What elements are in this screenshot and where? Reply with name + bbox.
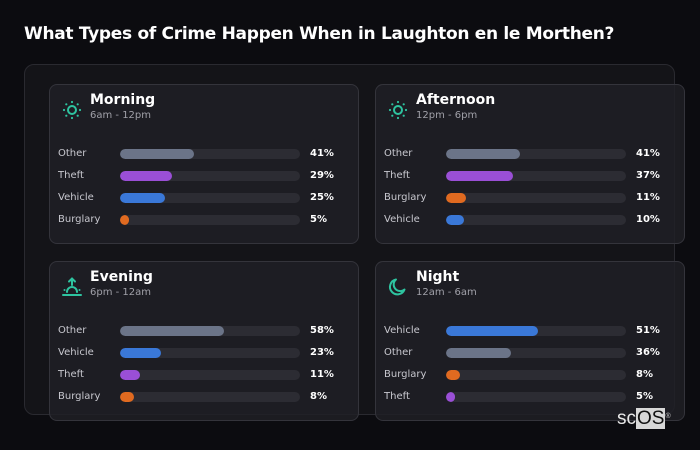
category-label: Theft	[384, 170, 410, 181]
bar-fill	[120, 149, 194, 159]
bar-fill	[120, 215, 129, 225]
bar-row: Burglary 8%	[58, 390, 348, 412]
category-label: Vehicle	[384, 325, 420, 336]
category-label: Burglary	[58, 391, 101, 402]
category-label: Burglary	[384, 369, 427, 380]
category-label: Theft	[58, 170, 84, 181]
time-range: 6pm - 12am	[90, 287, 152, 298]
bar-row: Other 41%	[384, 147, 674, 169]
time-range: 12pm - 6pm	[416, 110, 478, 121]
bar-row: Theft 37%	[384, 169, 674, 191]
bar-fill	[120, 171, 173, 181]
percent-value: 29%	[310, 170, 334, 181]
bar-row: Burglary 8%	[384, 368, 674, 390]
bar-row: Vehicle 23%	[58, 346, 348, 368]
bar-fill	[120, 326, 225, 336]
percent-value: 8%	[310, 391, 327, 402]
sun-icon	[388, 100, 408, 120]
percent-value: 10%	[636, 214, 660, 225]
bar-row: Theft 5%	[384, 390, 674, 412]
card-morning: Morning 6am - 12pm Other 41% Theft 29% Veh…	[49, 84, 359, 244]
sun-icon	[62, 100, 82, 120]
card-evening: Evening 6pm - 12am Other 58% Vehicle 23% T…	[49, 261, 359, 421]
bar-row: Theft 29%	[58, 169, 348, 191]
bar-row: Other 41%	[58, 147, 348, 169]
bar-fill	[446, 149, 520, 159]
card-title: Evening	[90, 269, 153, 285]
percent-value: 36%	[636, 347, 660, 358]
bar-fill	[446, 326, 538, 336]
bar-fill	[446, 215, 464, 225]
logo-sc: sc	[617, 408, 636, 429]
card-night: Night 12am - 6am Vehicle 51% Other 36% Bur…	[375, 261, 685, 421]
category-label: Burglary	[58, 214, 101, 225]
bar-row: Other 36%	[384, 346, 674, 368]
category-label: Vehicle	[58, 192, 94, 203]
percent-value: 41%	[636, 148, 660, 159]
percent-value: 5%	[636, 391, 653, 402]
bar-row: Burglary 11%	[384, 191, 674, 213]
moon-icon	[389, 278, 406, 296]
bar-row: Vehicle 51%	[384, 324, 674, 346]
percent-value: 11%	[636, 192, 660, 203]
bar-fill	[120, 392, 135, 402]
percent-value: 25%	[310, 192, 334, 203]
card-title: Night	[416, 269, 460, 285]
category-label: Burglary	[384, 192, 427, 203]
card-title: Afternoon	[416, 92, 496, 108]
percent-value: 11%	[310, 369, 334, 380]
page-title: What Types of Crime Happen When in Laugh…	[24, 24, 615, 44]
bar-fill	[446, 370, 461, 380]
time-range: 6am - 12pm	[90, 110, 152, 121]
category-label: Other	[384, 148, 413, 159]
category-label: Other	[58, 325, 87, 336]
category-label: Other	[384, 347, 413, 358]
sunset-icon	[62, 277, 82, 296]
logo-os: OS	[636, 408, 666, 429]
category-label: Vehicle	[58, 347, 94, 358]
category-label: Vehicle	[384, 214, 420, 225]
percent-value: 51%	[636, 325, 660, 336]
bar-fill	[446, 193, 466, 203]
category-label: Theft	[58, 369, 84, 380]
percent-value: 5%	[310, 214, 327, 225]
bar-fill	[446, 171, 513, 181]
registered-mark: ®	[665, 413, 671, 420]
scos-logo: scOS®	[617, 408, 671, 429]
percent-value: 37%	[636, 170, 660, 181]
percent-value: 23%	[310, 347, 334, 358]
bar-row: Burglary 5%	[58, 213, 348, 235]
percent-value: 58%	[310, 325, 334, 336]
bar-row: Other 58%	[58, 324, 348, 346]
time-range: 12am - 6am	[416, 287, 477, 298]
bar-fill	[446, 392, 455, 402]
percent-value: 41%	[310, 148, 334, 159]
bar-row: Vehicle 10%	[384, 213, 674, 235]
category-label: Other	[58, 148, 87, 159]
bar-fill	[120, 348, 162, 358]
bar-row: Theft 11%	[58, 368, 348, 390]
bar-fill	[120, 370, 140, 380]
card-afternoon: Afternoon 12pm - 6pm Other 41% Theft 37% B…	[375, 84, 685, 244]
category-label: Theft	[384, 391, 410, 402]
bar-fill	[446, 348, 511, 358]
bar-row: Vehicle 25%	[58, 191, 348, 213]
percent-value: 8%	[636, 369, 653, 380]
bar-fill	[120, 193, 165, 203]
card-title: Morning	[90, 92, 156, 108]
